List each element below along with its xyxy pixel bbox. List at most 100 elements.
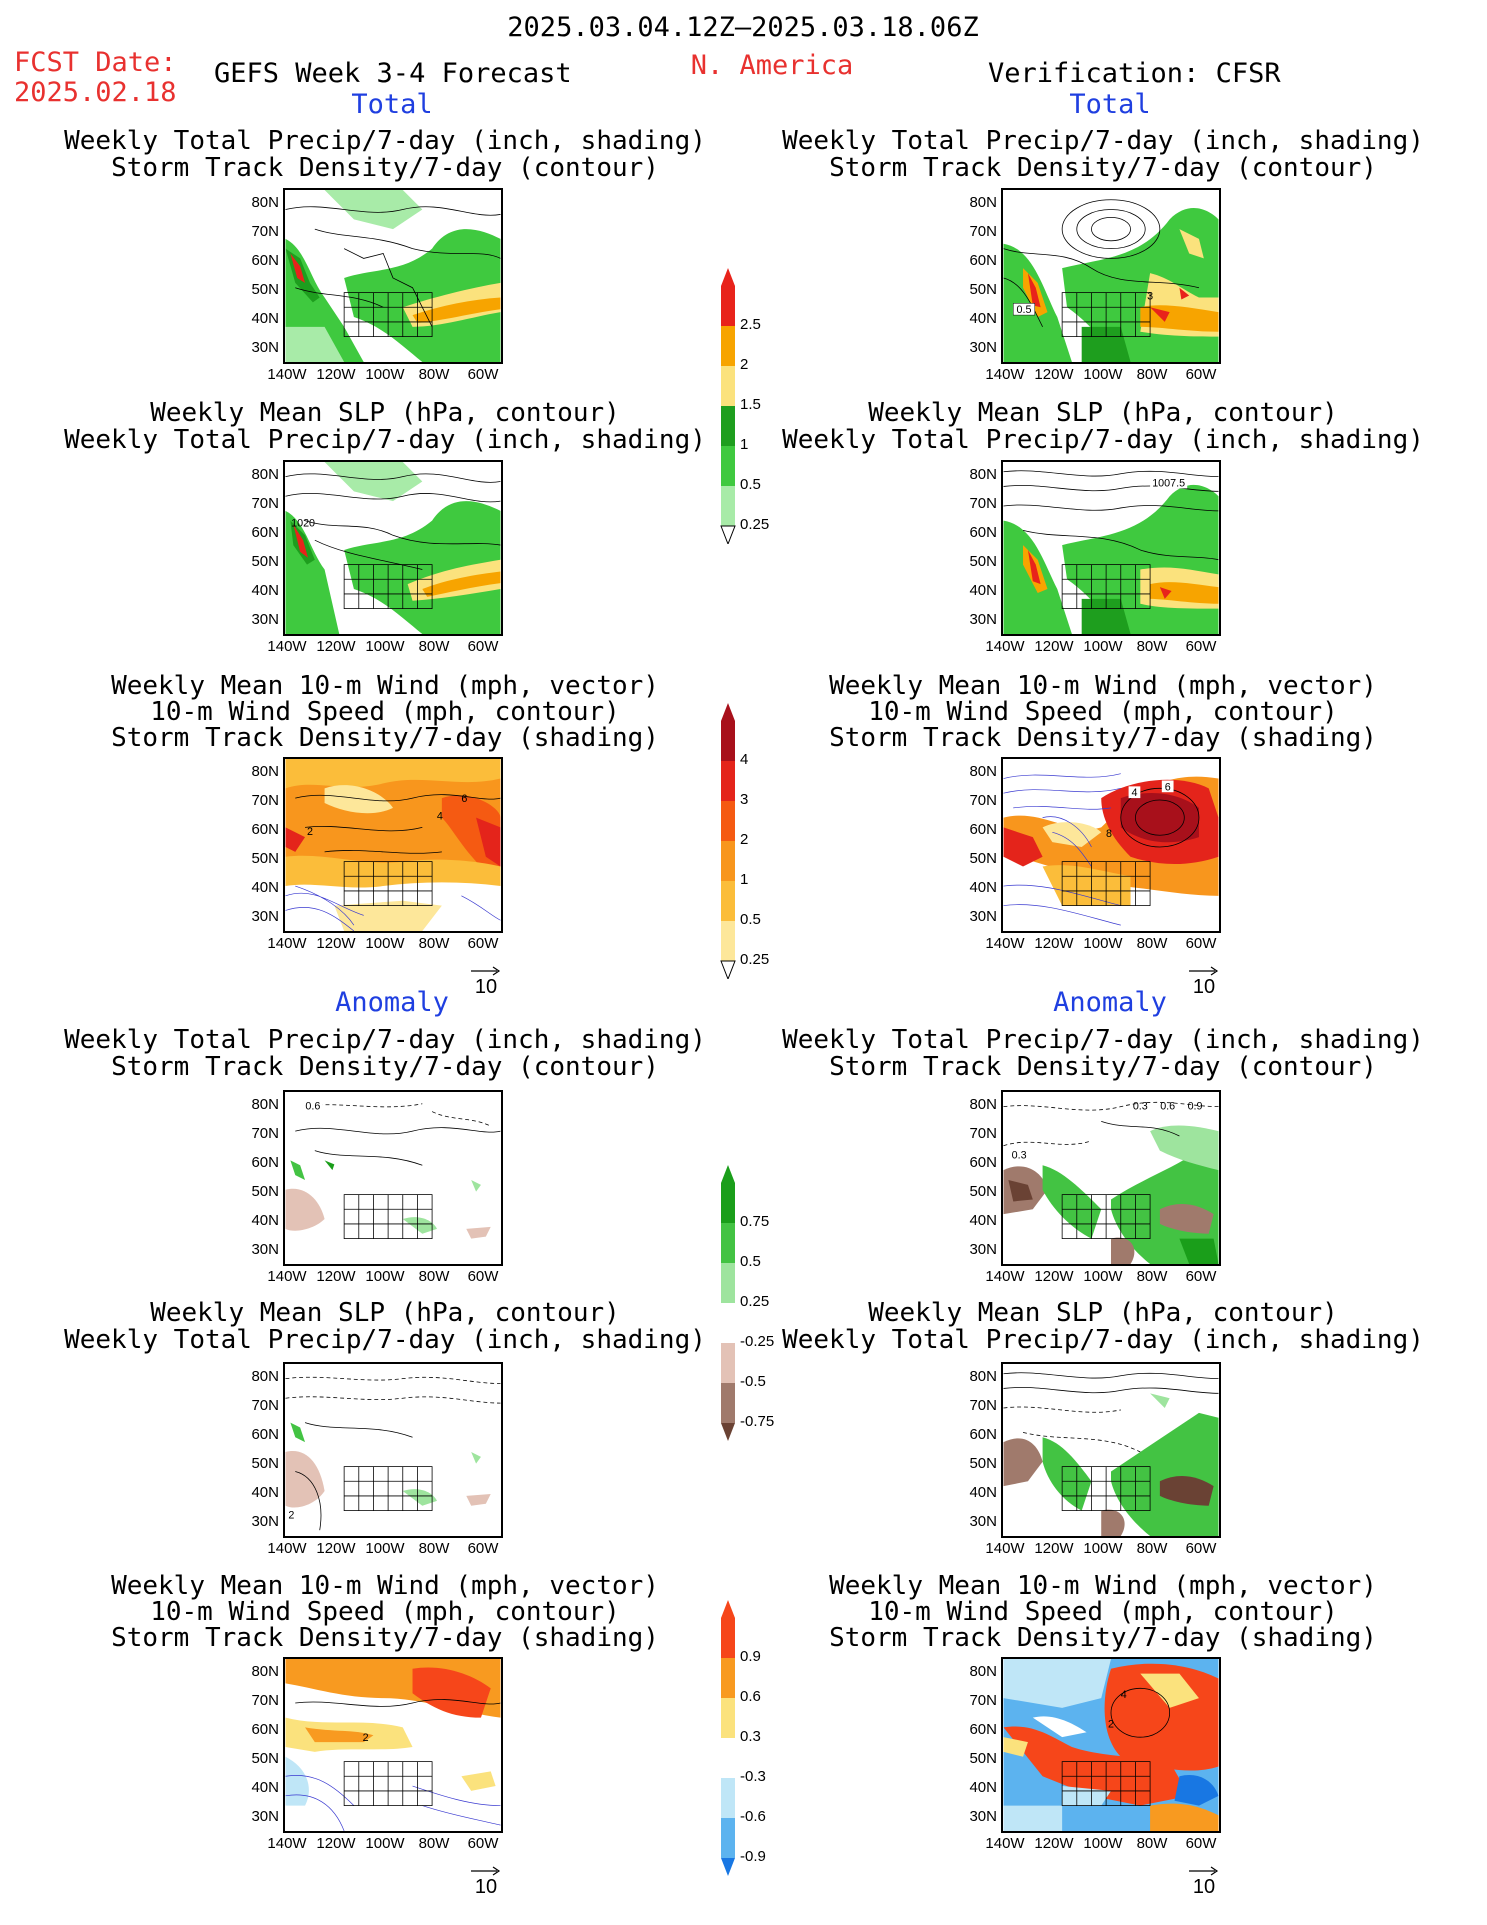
lon-tick-label: 100W [1083, 1835, 1123, 1852]
colorbar-arrow-top [721, 1600, 735, 1618]
lon-tick-label: 140W [267, 638, 307, 655]
map-al-wind: 2 [283, 1657, 503, 1833]
map-fl-slp: 1020 [283, 460, 503, 636]
colorbar-segment [721, 1818, 735, 1858]
panel-title-fr-wind-3: Storm Track Density/7-day (shading) [829, 723, 1377, 753]
colorbar-arrow-bottom [721, 1423, 735, 1441]
lat-tick-label: 40N [969, 879, 997, 896]
lon-tick-label: 100W [1083, 638, 1123, 655]
lat-tick-label: 40N [969, 582, 997, 599]
lat-tick-label: 30N [251, 339, 279, 356]
panel-title-fr-precip-2: Storm Track Density/7-day (contour) [829, 153, 1377, 183]
lon-tick-label: 80W [1136, 935, 1168, 952]
vector-ref-label: 10 [1192, 976, 1216, 998]
lon-tick-label: 80W [1136, 638, 1168, 655]
lat-tick-label: 30N [251, 908, 279, 925]
lon-tick-label: 60W [1185, 1835, 1217, 1852]
lon-tick-label: 80W [418, 638, 450, 655]
region-title: N. America [690, 50, 854, 81]
lon-tick-label: 120W [316, 638, 356, 655]
lon-tick-label: 140W [267, 1268, 307, 1285]
date-range-title: 2025.03.04.12Z–2025.03.18.06Z [507, 12, 979, 43]
map-ar-precip: 0.3 0.6 0.9 0.3 [1001, 1090, 1221, 1266]
colorbar-label: 2.5 [740, 316, 761, 333]
colorbar-label: -0.25 [740, 1333, 775, 1350]
lon-tick-label: 140W [267, 1835, 307, 1852]
lat-tick-label: 40N [969, 310, 997, 327]
lat-tick-label: 60N [251, 524, 279, 541]
colorbar-segment [721, 721, 735, 761]
lon-tick-label: 140W [267, 935, 307, 952]
wind-map-graphic: 4 6 8 [1003, 759, 1219, 931]
forecast-title: GEFS Week 3-4 Forecast [214, 58, 572, 89]
colorbar-label: 0.3 [740, 1728, 761, 1745]
colorbar-label: 2 [740, 356, 749, 373]
panel-title-fr-precip-1: Weekly Total Precip/7-day (inch, shading… [782, 126, 1424, 156]
lat-tick-label: 60N [969, 821, 997, 838]
lon-tick-label: 100W [1083, 1268, 1123, 1285]
colorbar-label: 0.5 [740, 476, 761, 493]
lon-tick-label: 120W [1034, 1540, 1074, 1557]
lat-tick-label: 80N [251, 763, 279, 780]
lat-tick-label: 30N [251, 611, 279, 628]
lat-tick-label: 40N [969, 1212, 997, 1229]
lat-tick-label: 70N [251, 792, 279, 809]
colorbar-label: 0.5 [740, 911, 761, 928]
map-al-precip: 0.6 [283, 1090, 503, 1266]
lat-tick-label: 50N [969, 553, 997, 570]
lon-tick-label: 60W [467, 1268, 499, 1285]
colorbar-segment [721, 841, 735, 881]
contour-label: 8 [1106, 828, 1112, 840]
colorbar-label: -0.75 [740, 1413, 775, 1430]
contour-label: 0.6 [305, 1101, 320, 1113]
lon-tick-label: 60W [467, 1835, 499, 1852]
colorbar-label: -0.5 [740, 1373, 766, 1390]
colorbar-segment [721, 1738, 735, 1778]
lat-tick-label: 60N [969, 524, 997, 541]
reference-arrow-icon [1189, 966, 1219, 976]
lon-tick-label: 80W [1136, 1540, 1168, 1557]
lon-tick-label: 140W [267, 1540, 307, 1557]
lon-tick-label: 100W [1083, 935, 1123, 952]
lon-tick-label: 80W [418, 366, 450, 383]
lon-tick-label: 100W [365, 1268, 405, 1285]
lat-tick-label: 70N [969, 223, 997, 240]
lat-tick-label: 50N [251, 1183, 279, 1200]
contour-label: 0.3 [1133, 1101, 1148, 1113]
lon-tick-label: 120W [1034, 935, 1074, 952]
lon-tick-label: 100W [365, 638, 405, 655]
colorbar-label: -0.6 [740, 1808, 766, 1825]
map-ar-wind: 4 2 [1001, 1657, 1221, 1833]
map-ar-slp [1001, 1362, 1221, 1538]
lat-tick-label: 70N [251, 1397, 279, 1414]
lat-tick-label: 60N [969, 1721, 997, 1738]
reference-arrow-icon [471, 1866, 501, 1876]
contour-label: 3 [1147, 290, 1153, 302]
lon-tick-label: 60W [1185, 366, 1217, 383]
panel-title-fl-precip-2: Storm Track Density/7-day (contour) [111, 153, 659, 183]
panel-title-fr-wind-2: 10-m Wind Speed (mph, contour) [868, 697, 1338, 727]
colorbar-label: 0.6 [740, 1688, 761, 1705]
map-fr-slp: 1007.5 [1001, 460, 1221, 636]
colorbar-segment [721, 1303, 735, 1343]
panel-title-ar-precip-2: Storm Track Density/7-day (contour) [829, 1052, 1377, 1082]
lat-tick-label: 70N [969, 495, 997, 512]
colorbar-segment [721, 881, 735, 921]
lat-tick-label: 70N [251, 1692, 279, 1709]
fcst-date-value: 2025.02.18 [14, 77, 177, 108]
section-anomaly-right: Anomaly [1053, 987, 1167, 1018]
vector-ref-ar: 10 [1184, 1866, 1224, 1899]
lon-tick-label: 120W [316, 1540, 356, 1557]
panel-title-ar-wind-3: Storm Track Density/7-day (shading) [829, 1623, 1377, 1653]
panel-title-fr-slp-1: Weekly Mean SLP (hPa, contour) [868, 398, 1338, 428]
lon-tick-label: 60W [467, 366, 499, 383]
slp-anomaly-map-graphic: 2 [285, 1364, 501, 1536]
lon-tick-label: 140W [985, 1835, 1025, 1852]
lon-tick-label: 100W [365, 935, 405, 952]
colorbar-segment [721, 1698, 735, 1738]
lon-tick-label: 120W [1034, 1268, 1074, 1285]
colorbar-segment [721, 1618, 735, 1658]
lon-tick-label: 60W [1185, 1268, 1217, 1285]
lat-tick-label: 30N [969, 908, 997, 925]
lon-tick-label: 60W [467, 1540, 499, 1557]
